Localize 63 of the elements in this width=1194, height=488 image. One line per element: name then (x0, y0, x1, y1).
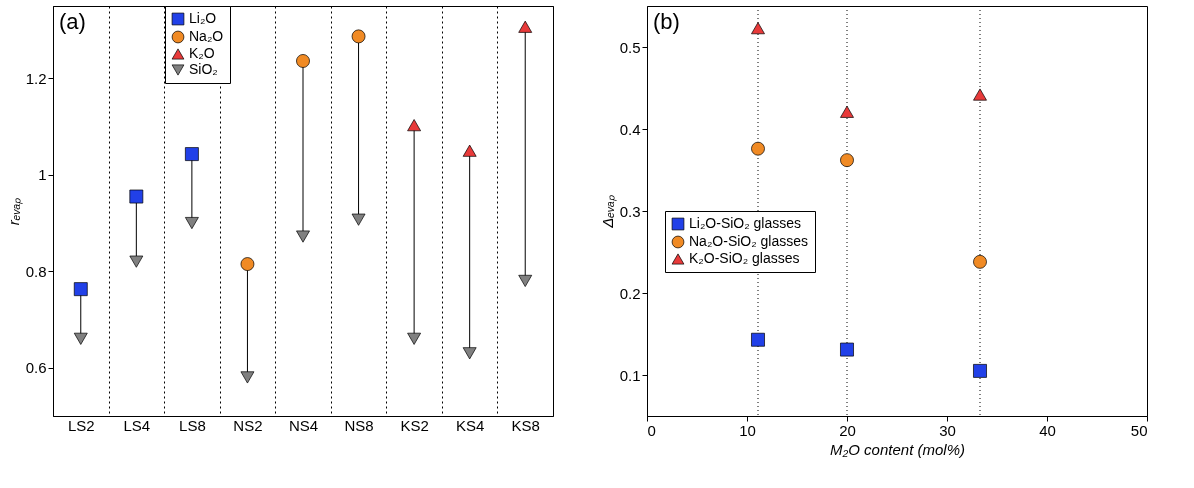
point (751, 141, 765, 156)
y-tick-label: 0.3 (619, 202, 641, 220)
x-tick-label: 30 (939, 421, 956, 439)
y-tick-label: 1 (38, 166, 47, 184)
x-tick-label: LS4 (123, 416, 151, 434)
legend-label: Na₂O (189, 28, 224, 44)
point (73, 282, 88, 297)
x-axis-title: M₂O content (mol%) (830, 440, 965, 458)
point (73, 332, 88, 345)
legend-label: SiO₂ (189, 61, 218, 77)
x-tick-label: LS8 (179, 416, 206, 434)
annotation: (a) (59, 9, 86, 34)
point (462, 347, 477, 360)
y-tick-label: 0.6 (25, 359, 47, 377)
point (973, 364, 987, 378)
point (351, 213, 366, 226)
legend-label: Na₂O-SiO₂ glasses (689, 233, 809, 249)
point (296, 230, 310, 243)
x-tick-label: 40 (1039, 421, 1056, 439)
point (840, 342, 854, 357)
legend-label: K₂O (189, 45, 215, 61)
x-tick-label: LS2 (67, 416, 95, 434)
y-tick-label: 0.2 (619, 284, 641, 302)
x-tick-label: NS2 (233, 416, 263, 434)
point (129, 255, 144, 268)
x-tick-label: 50 (1130, 421, 1148, 439)
y-axis-title: Δₑᵥₐₚ (598, 194, 617, 229)
point (973, 88, 987, 101)
point (973, 254, 987, 269)
point (840, 153, 854, 168)
point (462, 144, 477, 157)
x-tick-label: 20 (839, 421, 856, 439)
point (518, 274, 533, 287)
x-tick-label: KS2 (400, 416, 429, 434)
y-tick-label: 0.5 (619, 38, 641, 56)
y-tick-label: 0.8 (25, 262, 47, 280)
point (351, 29, 366, 44)
legend-label: Li₂O-SiO₂ glasses (689, 215, 802, 231)
point (240, 371, 255, 384)
point (129, 189, 144, 204)
legend-label: K₂O-SiO₂ glasses (689, 250, 800, 266)
annotation: (b) (653, 9, 680, 34)
legend-label: Li₂O (189, 10, 217, 26)
x-tick-label: NS8 (344, 416, 374, 434)
y-tick-label: 0.4 (619, 120, 641, 138)
point (185, 217, 199, 230)
y-tick-label: 0.1 (619, 366, 641, 384)
point (407, 119, 421, 132)
point (518, 20, 533, 33)
x-tick-label: 10 (739, 421, 756, 439)
x-tick-label: KS4 (455, 416, 485, 434)
x-tick-label: KS8 (511, 416, 540, 434)
point (751, 22, 765, 35)
y-tick-label: 1.2 (25, 69, 47, 87)
point (407, 332, 421, 345)
x-tick-label: NS4 (288, 416, 319, 434)
y-axis-title: rₑᵥₐₚ (4, 196, 23, 226)
point (185, 147, 199, 161)
point (296, 54, 310, 68)
point (751, 332, 765, 347)
point (240, 257, 255, 271)
point (840, 105, 854, 118)
x-tick-label: 0 (647, 421, 656, 439)
